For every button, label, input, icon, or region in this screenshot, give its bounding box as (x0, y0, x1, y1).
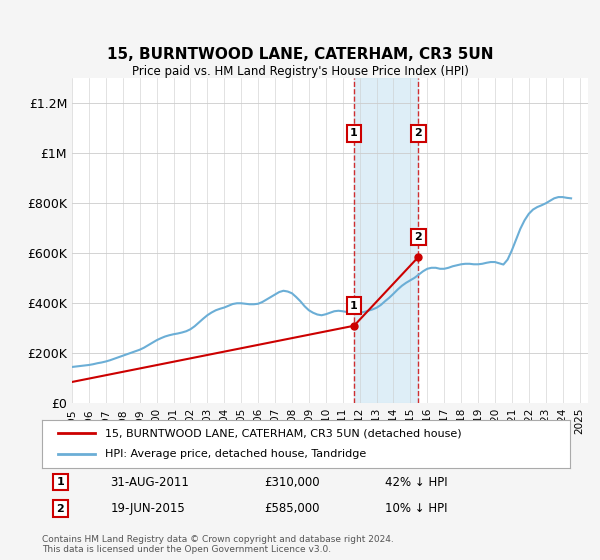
Text: 2: 2 (415, 232, 422, 242)
Bar (354, 78, 418, 403)
Text: 1: 1 (56, 477, 64, 487)
Text: £310,000: £310,000 (264, 475, 319, 489)
Text: HPI: Average price, detached house, Tandridge: HPI: Average price, detached house, Tand… (106, 449, 367, 459)
Text: £585,000: £585,000 (264, 502, 319, 515)
Text: 1: 1 (350, 128, 358, 138)
Text: 1: 1 (350, 301, 358, 311)
Text: 42% ↓ HPI: 42% ↓ HPI (385, 475, 448, 489)
Text: 31-AUG-2011: 31-AUG-2011 (110, 475, 190, 489)
Text: 2: 2 (415, 128, 422, 138)
Text: Contains HM Land Registry data © Crown copyright and database right 2024.
This d: Contains HM Land Registry data © Crown c… (42, 535, 394, 554)
Text: 15, BURNTWOOD LANE, CATERHAM, CR3 5UN: 15, BURNTWOOD LANE, CATERHAM, CR3 5UN (107, 46, 493, 62)
Text: 15, BURNTWOOD LANE, CATERHAM, CR3 5UN (detached house): 15, BURNTWOOD LANE, CATERHAM, CR3 5UN (d… (106, 428, 462, 438)
Text: Price paid vs. HM Land Registry's House Price Index (HPI): Price paid vs. HM Land Registry's House … (131, 66, 469, 78)
Text: 10% ↓ HPI: 10% ↓ HPI (385, 502, 448, 515)
Text: 19-JUN-2015: 19-JUN-2015 (110, 502, 185, 515)
Text: 2: 2 (56, 503, 64, 514)
